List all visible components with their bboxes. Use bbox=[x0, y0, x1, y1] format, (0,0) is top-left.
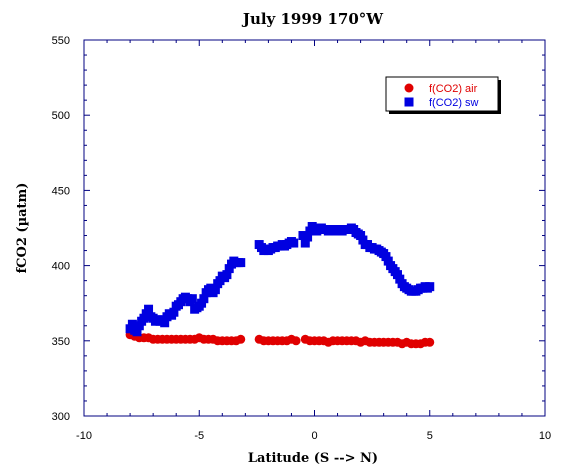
data-point-sw bbox=[210, 285, 220, 295]
data-point-sw bbox=[127, 319, 137, 329]
data-point-sw bbox=[356, 231, 366, 241]
data-point-sw bbox=[298, 231, 308, 241]
chart-title: July 1999 170°W bbox=[241, 10, 384, 28]
x-tick-label: -5 bbox=[194, 430, 204, 442]
y-tick-label: 350 bbox=[52, 336, 70, 348]
x-tick-label: -10 bbox=[76, 430, 92, 442]
data-point-sw bbox=[206, 283, 216, 293]
legend-label: f(CO2) air bbox=[429, 83, 478, 95]
data-point-sw bbox=[215, 276, 225, 286]
data-point-sw bbox=[197, 298, 207, 308]
legend-marker-circle bbox=[404, 83, 414, 93]
y-tick-label: 400 bbox=[52, 261, 70, 273]
data-point-sw bbox=[125, 324, 135, 334]
y-tick-label: 450 bbox=[52, 185, 70, 197]
axis-ticks: -10 -5 0 5 10 300 350 400 450 500 550 bbox=[52, 35, 551, 442]
data-point-sw bbox=[134, 321, 144, 331]
y-tick-label: 550 bbox=[52, 35, 70, 47]
data-point-sw bbox=[144, 304, 154, 314]
data-point-sw bbox=[236, 258, 246, 268]
x-tick-label: 5 bbox=[427, 430, 433, 442]
x-axis-title: Latitude (S --> N) bbox=[248, 451, 378, 466]
data-point-sw bbox=[141, 309, 151, 319]
data-point-sw bbox=[383, 256, 393, 266]
y-axis-title: fCO2 (µatm) bbox=[15, 183, 30, 274]
data-point-sw bbox=[289, 238, 299, 248]
data-point-air bbox=[425, 337, 435, 347]
y-tick-label: 300 bbox=[52, 411, 70, 423]
data-point-sw bbox=[425, 282, 435, 292]
data-point-sw bbox=[160, 318, 170, 328]
data-point-sw bbox=[303, 232, 313, 242]
series-1 bbox=[125, 221, 435, 337]
legend: f(CO2) air f(CO2) sw bbox=[385, 76, 501, 114]
data-point-sw bbox=[139, 313, 149, 323]
y-tick-label: 500 bbox=[52, 110, 70, 122]
data-point-sw bbox=[169, 307, 179, 317]
data-point-sw bbox=[300, 238, 310, 248]
x-tick-label: 10 bbox=[539, 430, 551, 442]
data-point-sw bbox=[392, 270, 402, 280]
legend-marker-square bbox=[404, 97, 414, 107]
data-point-air bbox=[236, 334, 246, 344]
data-point-sw bbox=[381, 252, 391, 262]
legend-label: f(CO2) sw bbox=[429, 97, 479, 109]
data-point-sw bbox=[395, 274, 405, 284]
data-points bbox=[125, 221, 435, 349]
x-tick-label: 0 bbox=[311, 430, 317, 442]
data-point-sw bbox=[222, 270, 232, 280]
data-point-sw bbox=[305, 226, 315, 236]
data-point-air bbox=[291, 336, 301, 346]
data-point-sw bbox=[187, 294, 197, 304]
series-0 bbox=[125, 330, 435, 349]
data-point-sw bbox=[358, 235, 368, 245]
data-point-sw bbox=[132, 327, 142, 337]
data-point-sw bbox=[224, 264, 234, 274]
data-point-sw bbox=[199, 294, 209, 304]
